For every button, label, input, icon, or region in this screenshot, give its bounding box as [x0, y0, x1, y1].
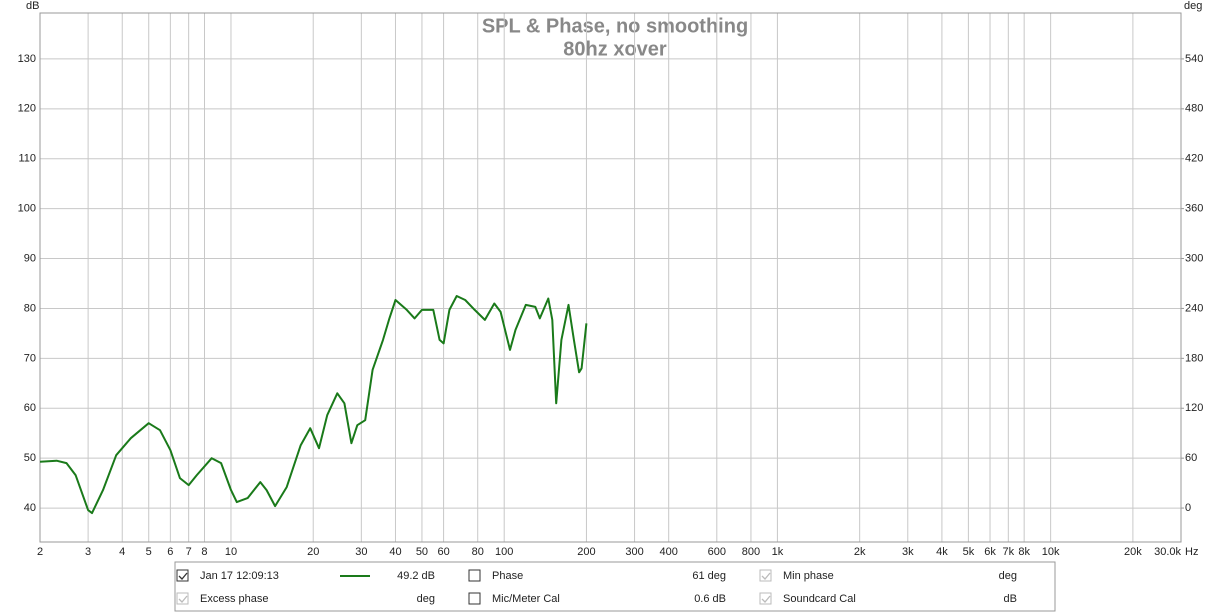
- x-tick-label: 1k: [772, 546, 784, 558]
- y-tick-label: 100: [18, 203, 36, 215]
- y2-tick-label: 240: [1185, 302, 1203, 314]
- y-unit: dB: [26, 0, 39, 12]
- x-tick-label: 7k: [1003, 546, 1015, 558]
- y-tick-label: 120: [18, 103, 36, 115]
- legend-label: Soundcard Cal: [783, 593, 856, 605]
- y2-tick-label: 300: [1185, 252, 1203, 264]
- x-tick-label: 7: [186, 546, 192, 558]
- y-tick-label: 50: [24, 452, 36, 464]
- x-tick-label: 30.0k: [1154, 546, 1181, 558]
- chart-title: SPL & Phase, no smoothing: [482, 15, 748, 37]
- x-tick-label: 10k: [1042, 546, 1060, 558]
- x-tick-label: 8k: [1018, 546, 1030, 558]
- x-tick-label: 800: [742, 546, 760, 558]
- legend-value: dB: [1004, 593, 1017, 605]
- y-tick-label: 60: [24, 402, 36, 414]
- y-tick-label: 110: [18, 153, 36, 165]
- x-tick-label: 3: [85, 546, 91, 558]
- x-tick-label: 6: [167, 546, 173, 558]
- y-tick-label: 80: [24, 302, 36, 314]
- y2-unit: deg: [1184, 0, 1202, 12]
- x-tick-label: 4k: [936, 546, 948, 558]
- legend-panel: [174, 561, 1056, 612]
- x-tick-label: 60: [437, 546, 449, 558]
- x-tick-label: 100: [495, 546, 513, 558]
- y-tick-label: 70: [24, 352, 36, 364]
- y2-tick-label: 60: [1185, 452, 1197, 464]
- y2-tick-label: 360: [1185, 203, 1203, 215]
- x-tick-label: 20k: [1124, 546, 1142, 558]
- x-tick-label: 600: [708, 546, 726, 558]
- y2-tick-label: 0: [1185, 502, 1191, 514]
- legend-label: Min phase: [783, 570, 834, 582]
- legend-label: Excess phase: [200, 593, 268, 605]
- y2-tick-label: 120: [1185, 402, 1203, 414]
- checkbox[interactable]: [759, 569, 772, 582]
- checkbox[interactable]: [176, 592, 189, 605]
- y2-tick-label: 540: [1185, 53, 1203, 65]
- x-unit: Hz: [1185, 546, 1198, 558]
- x-tick-label: 4: [119, 546, 125, 558]
- legend-value: 61 deg: [692, 570, 726, 582]
- series-line: [39, 295, 588, 515]
- legend-value: deg: [417, 593, 435, 605]
- x-tick-label: 20: [307, 546, 319, 558]
- x-tick-label: 30: [355, 546, 367, 558]
- plot-frame: [39, 12, 1182, 543]
- checkbox[interactable]: [468, 592, 481, 605]
- y2-tick-label: 480: [1185, 103, 1203, 115]
- x-tick-label: 300: [625, 546, 643, 558]
- y2-tick-label: 420: [1185, 153, 1203, 165]
- checkbox[interactable]: [759, 592, 772, 605]
- y-tick-label: 130: [18, 53, 36, 65]
- x-tick-label: 80: [472, 546, 484, 558]
- x-tick-label: 40: [389, 546, 401, 558]
- y2-tick-label: 180: [1185, 352, 1203, 364]
- x-tick-label: 10: [225, 546, 237, 558]
- checkmark: [178, 572, 188, 580]
- checkbox[interactable]: [176, 569, 189, 582]
- checkmark: [761, 595, 771, 603]
- x-tick-label: 200: [577, 546, 595, 558]
- x-tick-label: 2: [37, 546, 43, 558]
- legend-label: Jan 17 12:09:13: [200, 570, 279, 582]
- y-tick-label: 90: [24, 252, 36, 264]
- x-tick-label: 3k: [902, 546, 914, 558]
- checkbox[interactable]: [468, 569, 481, 582]
- legend-label: Mic/Meter Cal: [492, 593, 560, 605]
- x-tick-label: 8: [201, 546, 207, 558]
- x-tick-label: 400: [660, 546, 678, 558]
- legend-value: 49.2 dB: [397, 570, 435, 582]
- checkmark: [178, 595, 188, 603]
- legend-label: Phase: [492, 570, 523, 582]
- checkmark: [761, 572, 771, 580]
- x-tick-label: 2k: [854, 546, 866, 558]
- x-tick-label: 50: [416, 546, 428, 558]
- x-tick-label: 6k: [984, 546, 996, 558]
- x-tick-label: 5: [146, 546, 152, 558]
- x-tick-label: 5k: [963, 546, 975, 558]
- y-tick-label: 40: [24, 502, 36, 514]
- chart-subtitle: 80hz xover: [563, 38, 667, 60]
- legend-value: deg: [999, 570, 1017, 582]
- legend-value: 0.6 dB: [694, 593, 726, 605]
